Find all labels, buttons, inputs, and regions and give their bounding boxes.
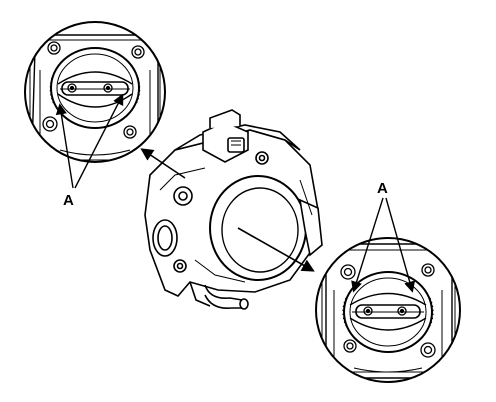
leader-lines-left	[55, 93, 124, 189]
detail-circle-left	[24, 21, 166, 163]
view-arrows	[140, 148, 315, 272]
callout-label-right: A	[377, 180, 388, 197]
leader-lines-right	[351, 197, 416, 293]
callout-label-left: A	[63, 192, 74, 209]
detail-circle-right	[315, 237, 461, 383]
throttle-body	[144, 109, 323, 310]
